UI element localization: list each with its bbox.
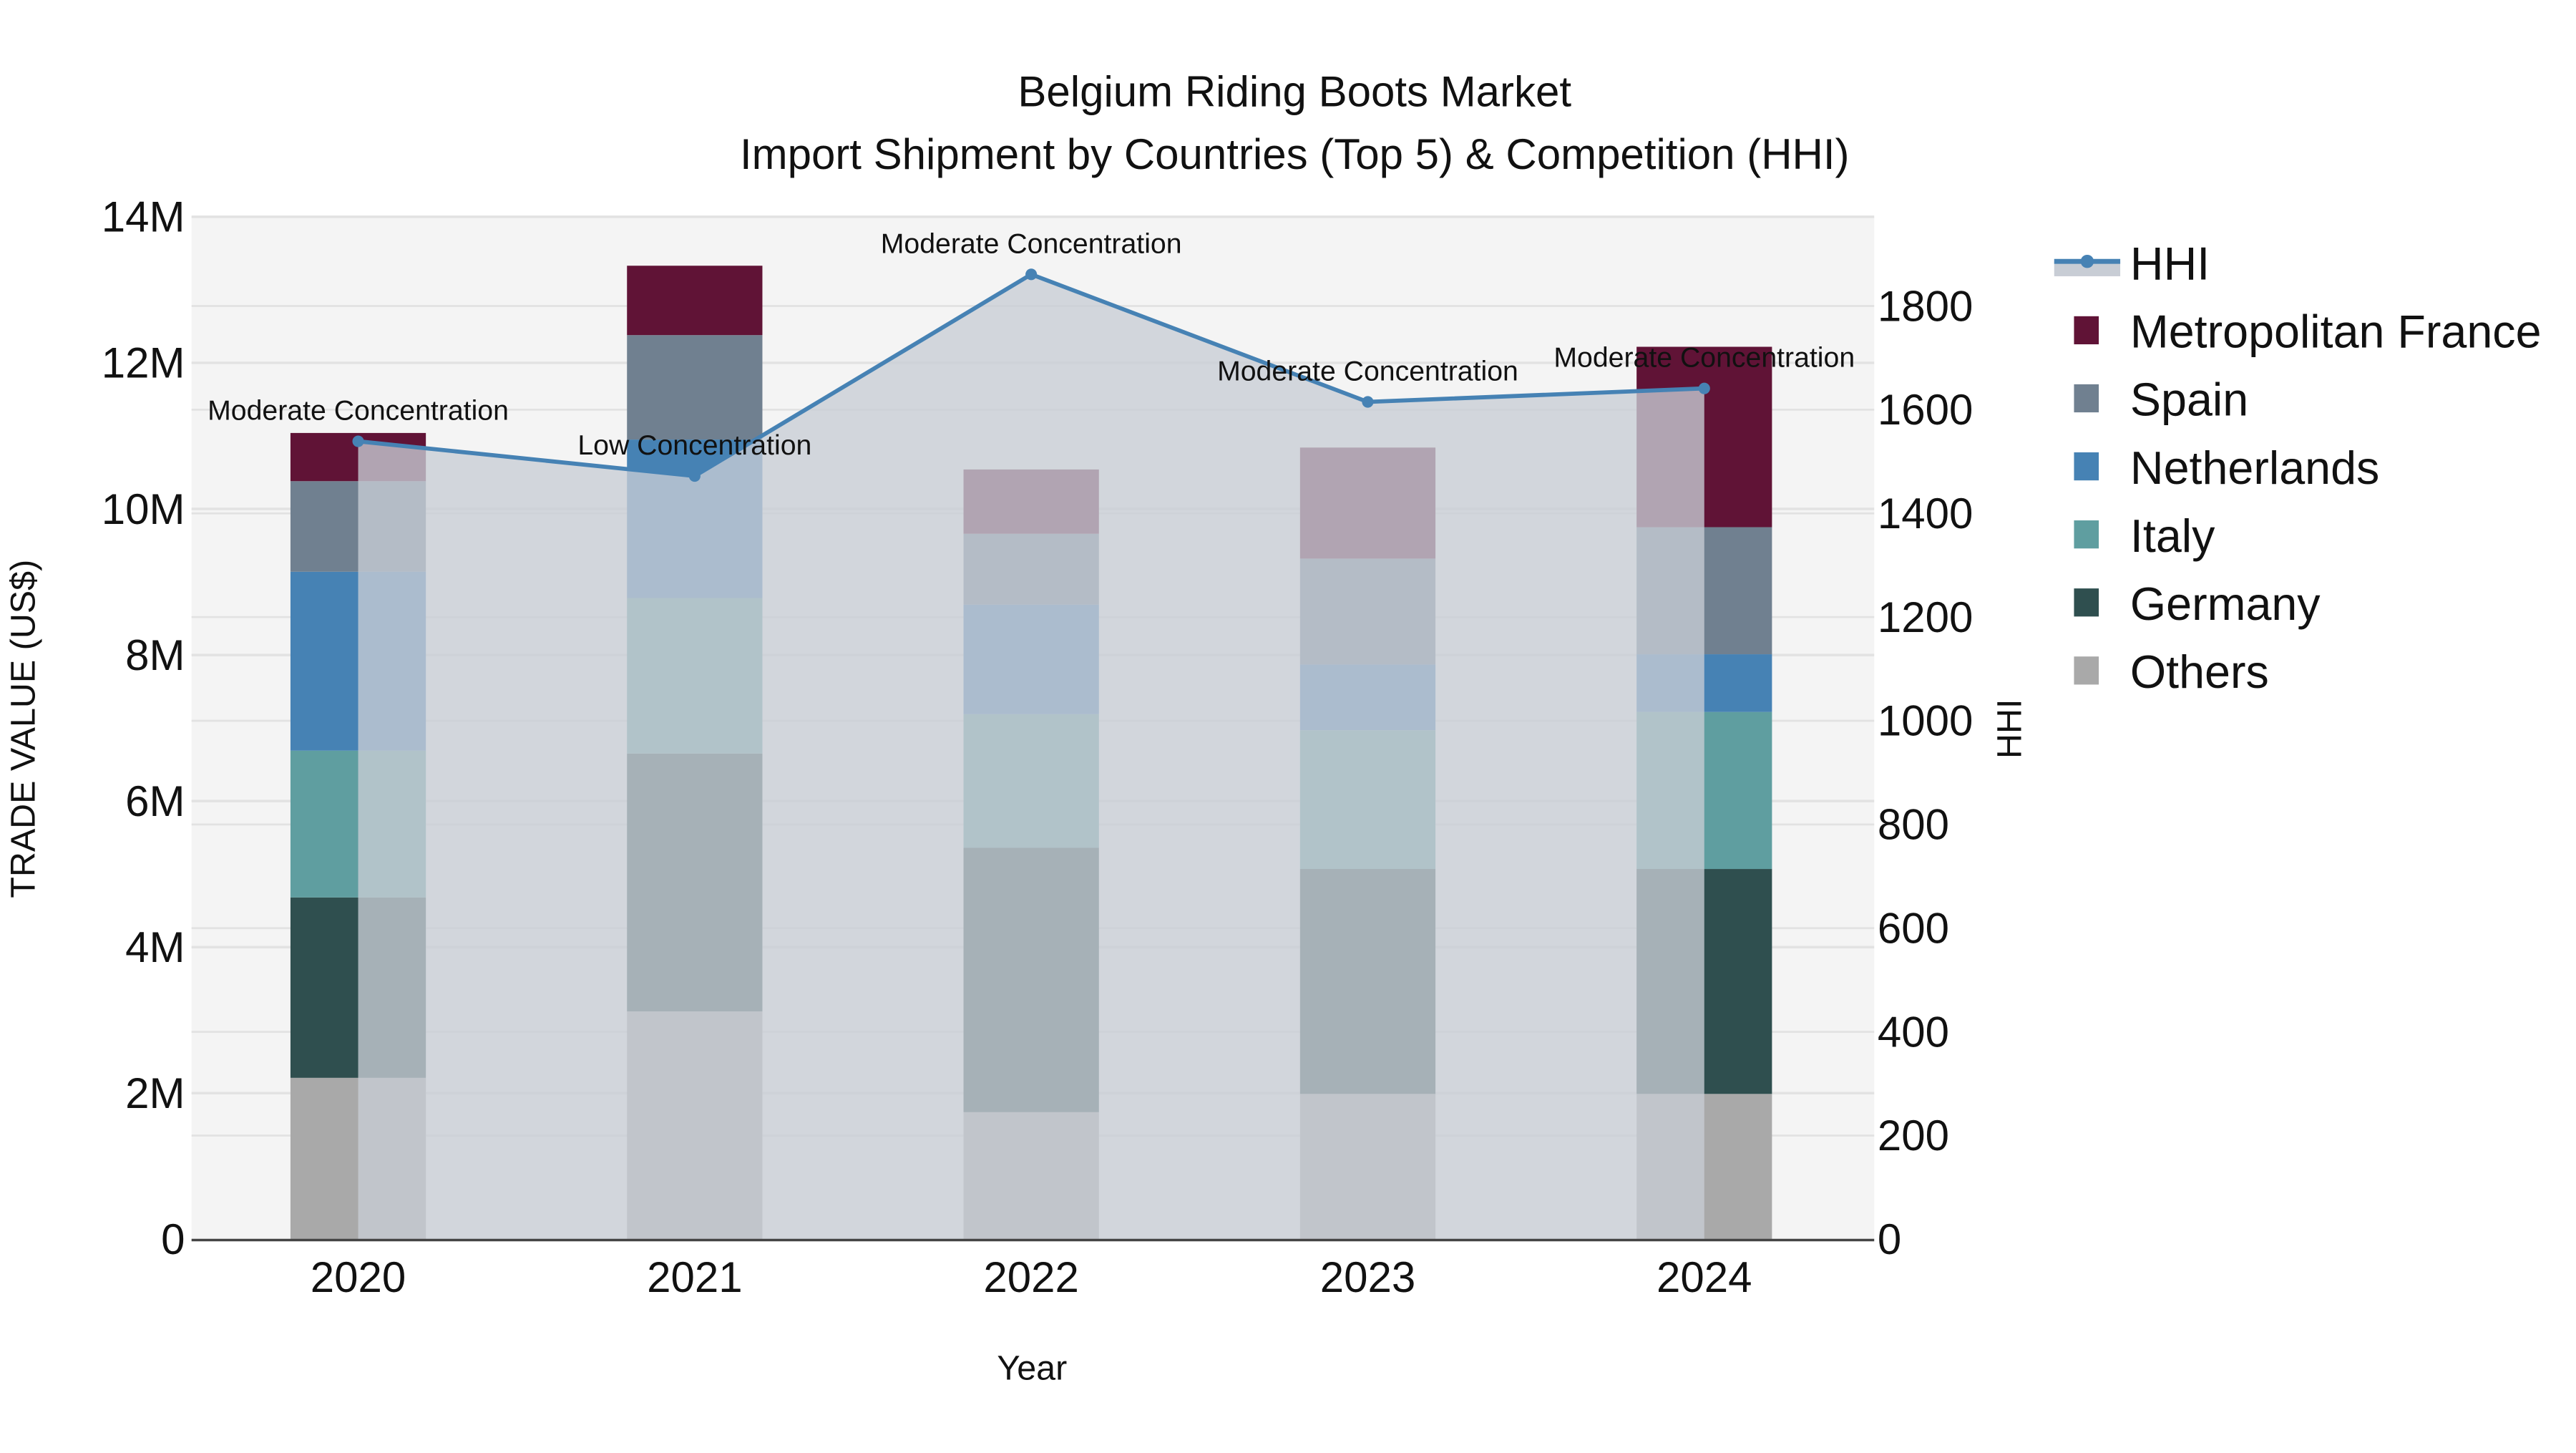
- legend-swatch-icon: [2074, 384, 2099, 413]
- y-tick-label: 14M: [102, 193, 185, 241]
- hhi-marker[interactable]: [352, 435, 364, 447]
- hhi-marker[interactable]: [1025, 268, 1038, 281]
- legend-item-spain[interactable]: Spain: [2074, 374, 2248, 426]
- y2-tick-label: 1200: [1878, 593, 1973, 641]
- y-tick-label: 4M: [125, 923, 185, 971]
- y2-tick-label: 800: [1878, 801, 1949, 849]
- bar-segment-metropolitan-france[interactable]: [627, 266, 763, 336]
- legend-label: HHI: [2130, 238, 2210, 290]
- hhi-annotations: Moderate Concentration Low Concentration M…: [208, 228, 1855, 461]
- y-tick-label: 0: [161, 1215, 185, 1263]
- legend-item-italy[interactable]: Italy: [2074, 510, 2215, 562]
- hhi-area: [358, 274, 1704, 1240]
- x-tick-label: 2020: [311, 1253, 406, 1301]
- legend-marker-icon: [2080, 254, 2094, 268]
- legend-label: Germany: [2130, 578, 2321, 630]
- x-tick-label: 2023: [1320, 1253, 1415, 1301]
- legend-label: Italy: [2130, 510, 2215, 562]
- legend: HHI Metropolitan France Spain Netherlands It…: [2054, 238, 2542, 698]
- x-axis-title: Year: [997, 1349, 1067, 1388]
- legend-label: Spain: [2130, 374, 2248, 426]
- x-tick-label: 2022: [983, 1253, 1078, 1301]
- y2-tick-label: 400: [1878, 1008, 1949, 1056]
- y-axis-title: TRADE VALUE (US$): [4, 560, 42, 898]
- x-axis: 2020 2021 2022 2023 2024: [311, 1253, 1752, 1301]
- y-tick-label: 8M: [125, 631, 185, 679]
- hhi-area-fill: [358, 274, 1704, 1240]
- legend-swatch-icon: [2074, 588, 2099, 617]
- legend-label: Metropolitan France: [2130, 306, 2542, 358]
- hhi-annotation: Moderate Concentration: [881, 228, 1182, 259]
- legend-item-others[interactable]: Others: [2074, 646, 2269, 698]
- x-tick-label: 2021: [647, 1253, 742, 1301]
- y2-tick-label: 1800: [1878, 282, 1973, 330]
- legend-area-swatch: [2054, 261, 2121, 276]
- hhi-annotation: Moderate Concentration: [1217, 356, 1518, 387]
- hhi-marker[interactable]: [688, 470, 701, 482]
- hhi-annotation: Low Concentration: [577, 429, 811, 461]
- y2-axis-title: HHI: [1991, 699, 2029, 759]
- hhi-annotation: Moderate Concentration: [208, 395, 509, 427]
- y2-tick-label: 200: [1878, 1112, 1949, 1160]
- y2-tick-label: 0: [1878, 1215, 1901, 1263]
- y-axis-left: 0 2M 4M 6M 8M 10M 12M 14M: [102, 193, 185, 1263]
- y2-tick-label: 1600: [1878, 386, 1973, 434]
- y-axis-right: 0 200 400 600 800 1000 1200 1400 1600 1800: [1878, 282, 1973, 1263]
- hhi-marker[interactable]: [1362, 396, 1374, 408]
- y2-tick-label: 600: [1878, 905, 1949, 953]
- hhi-annotation: Moderate Concentration: [1553, 342, 1855, 374]
- y2-tick-label: 1000: [1878, 697, 1973, 745]
- y-tick-label: 6M: [125, 777, 185, 825]
- y-tick-label: 2M: [125, 1069, 185, 1117]
- legend-label: Netherlands: [2130, 442, 2379, 494]
- legend-label: Others: [2130, 646, 2269, 698]
- legend-item-metropolitan-france[interactable]: Metropolitan France: [2074, 306, 2542, 358]
- legend-item-netherlands[interactable]: Netherlands: [2074, 442, 2379, 494]
- chart-title: Belgium Riding Boots Market: [1018, 67, 1571, 115]
- y-tick-label: 10M: [102, 485, 185, 533]
- bar-segment-spain[interactable]: [627, 335, 763, 440]
- legend-swatch-icon: [2074, 316, 2099, 345]
- x-tick-label: 2024: [1657, 1253, 1752, 1301]
- y2-tick-label: 1400: [1878, 490, 1973, 538]
- legend-swatch-icon: [2074, 656, 2099, 685]
- legend-swatch-icon: [2074, 520, 2099, 549]
- legend-item-hhi[interactable]: HHI: [2054, 238, 2210, 290]
- legend-item-germany[interactable]: Germany: [2074, 578, 2321, 630]
- hhi-line: [352, 268, 1710, 482]
- y-tick-label: 12M: [102, 339, 185, 387]
- chart-subtitle: Import Shipment by Countries (Top 5) & C…: [740, 130, 1850, 178]
- legend-swatch-icon: [2074, 452, 2099, 481]
- hhi-marker[interactable]: [1698, 382, 1710, 394]
